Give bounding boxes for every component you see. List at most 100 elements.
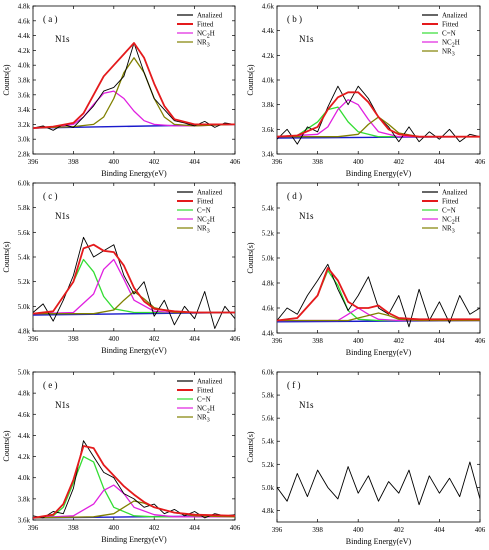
x-tick-label: 400 <box>109 335 120 343</box>
y-tick-label: 5.4k <box>18 254 31 262</box>
series-line-nr3 <box>33 57 235 129</box>
spectrum-title: N1s <box>299 400 314 410</box>
y-tick-label: 5.0k <box>18 303 31 311</box>
spectrum-title: N1s <box>55 211 70 221</box>
legend-label: Analized <box>442 189 468 197</box>
x-tick-label: 398 <box>68 524 79 532</box>
y-tick-label: 4.8k <box>18 328 31 336</box>
legend-label: NC2H <box>197 30 215 40</box>
y-tick-label: 3.6k <box>262 126 275 134</box>
y-axis-label: Counts(s) <box>246 242 255 273</box>
series-line-nc2h <box>277 99 480 138</box>
x-tick-label: 402 <box>394 337 405 345</box>
series-line-nc2h <box>277 307 480 322</box>
legend-label: Analized <box>197 378 223 386</box>
y-tick-label: 5.6k <box>18 229 31 237</box>
legend-label: Fitted <box>442 198 459 206</box>
y-tick-label: 3.6k <box>18 517 31 525</box>
legend-label: NC2H <box>442 39 460 49</box>
y-tick-label: 4.6k <box>262 3 275 11</box>
y-tick-label: 5.0k <box>262 255 275 263</box>
x-axis-label: Binding Energy(eV) <box>101 535 167 544</box>
legend-label: NC2H <box>197 216 215 226</box>
chart-panel-e: 396 398 400 402 404 406 3.6k 3.8k 4.0k 4.2k 4.4k 4.… <box>2 369 241 545</box>
series-line-c_n <box>277 106 480 138</box>
chart-panel-a: 396 398 400 402 404 406 2.8k 3.0k 3.2k 3.4k 3.6k 3.… <box>2 3 241 179</box>
series-line-nc2h <box>33 484 235 519</box>
x-tick-label: 406 <box>230 335 241 343</box>
x-tick-label: 402 <box>149 524 160 532</box>
x-axis-label: Binding Energy(eV) <box>101 169 167 178</box>
series-line-nr3 <box>33 290 235 315</box>
chart-panel-c: 396 398 400 402 404 406 4.8k 5.0k 5.2k 5.4k 5.6k 5.… <box>2 180 241 356</box>
panel-label: ( d ) <box>287 191 302 201</box>
x-tick-label: 398 <box>68 158 79 166</box>
chart-panel-d: 396 398 400 402 404 406 4.4k 4.6k 4.8k 5.0k 5.2k 5.… <box>246 182 486 357</box>
series-line-nr3 <box>277 312 480 322</box>
legend-label: Fitted <box>197 198 214 206</box>
x-axis-label: Binding Energy(eV) <box>346 169 412 178</box>
y-tick-label: 5.6k <box>262 415 275 423</box>
y-tick-label: 4.4k <box>262 330 275 338</box>
y-tick-label: 3.0k <box>18 136 31 144</box>
y-tick-label: 5.0k <box>262 484 275 492</box>
y-tick-label: 3.6k <box>18 91 31 99</box>
legend-label: NR3 <box>197 414 210 424</box>
y-tick-label: 5.8k <box>262 392 275 400</box>
plot-frame <box>276 182 481 334</box>
y-tick-label: 4.4k <box>18 32 31 40</box>
x-tick-label: 400 <box>353 158 364 166</box>
series-line-fitted <box>33 42 235 129</box>
legend-label: Fitted <box>442 21 459 29</box>
y-axis-label: Counts(s) <box>246 431 255 462</box>
x-tick-label: 398 <box>68 335 79 343</box>
y-tick-label: 5.0k <box>18 369 31 377</box>
panel-label: ( e ) <box>43 380 58 390</box>
x-axis-label: Binding Energy(eV) <box>346 537 412 546</box>
series-line-fitted <box>33 445 235 519</box>
y-tick-label: 4.0k <box>262 77 275 85</box>
y-axis-label: Counts(s) <box>2 241 11 272</box>
series-line-analyzed <box>277 461 480 506</box>
x-tick-label: 400 <box>353 526 364 534</box>
series-line-nc2h <box>33 258 235 315</box>
x-tick-label: 400 <box>109 158 120 166</box>
x-tick-label: 402 <box>394 158 405 166</box>
series-line-analyzed <box>33 42 235 131</box>
y-tick-label: 4.2k <box>262 52 275 60</box>
panel-label: ( b ) <box>287 14 302 24</box>
spectrum-title: N1s <box>55 34 70 44</box>
y-tick-label: 4.0k <box>18 62 31 70</box>
legend-label: NR3 <box>442 225 455 235</box>
y-tick-label: 4.8k <box>18 3 31 11</box>
x-tick-label: 396 <box>272 158 283 166</box>
y-tick-label: 2.8k <box>18 151 31 159</box>
legend-label: Fitted <box>197 21 214 29</box>
y-axis-label: Counts(s) <box>2 430 11 461</box>
x-tick-label: 404 <box>434 158 445 166</box>
plot-frame <box>276 371 481 523</box>
y-tick-label: 5.2k <box>262 461 275 469</box>
x-tick-label: 398 <box>312 158 323 166</box>
x-tick-label: 400 <box>109 524 120 532</box>
y-tick-label: 4.2k <box>18 47 31 55</box>
y-tick-label: 3.4k <box>18 106 31 114</box>
x-axis-label: Binding Energy(eV) <box>101 346 167 355</box>
y-tick-label: 6.0k <box>262 369 275 377</box>
y-tick-label: 5.4k <box>262 205 275 213</box>
x-tick-label: 404 <box>434 337 445 345</box>
y-tick-label: 4.4k <box>262 27 275 35</box>
legend-label: C=N <box>442 30 456 38</box>
chart-panel-b: 396 398 400 402 404 406 3.4k 3.6k 3.8k 4.0k 4.2k 4.… <box>246 3 486 179</box>
spectrum-title: N1s <box>299 34 314 44</box>
x-tick-label: 398 <box>312 526 323 534</box>
x-tick-label: 400 <box>353 337 364 345</box>
x-tick-label: 406 <box>475 158 486 166</box>
x-axis-label: Binding Energy(eV) <box>346 348 412 357</box>
y-tick-label: 4.8k <box>18 390 31 398</box>
y-tick-label: 4.6k <box>18 411 31 419</box>
y-tick-label: 4.6k <box>262 305 275 313</box>
x-tick-label: 406 <box>230 524 241 532</box>
x-tick-label: 406 <box>475 526 486 534</box>
spectrum-title: N1s <box>55 400 70 410</box>
